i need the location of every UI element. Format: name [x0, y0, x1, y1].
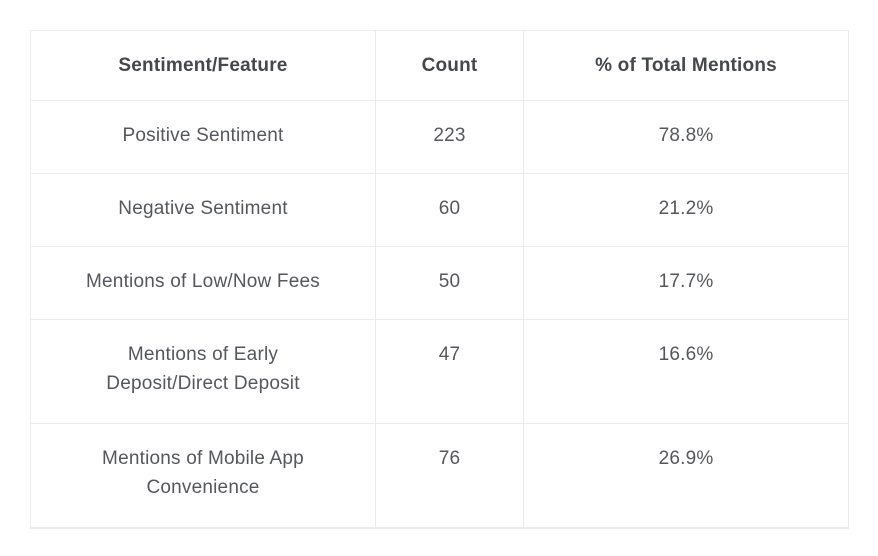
column-header-sentiment-feature: Sentiment/Feature	[30, 30, 376, 101]
percent-cell: 17.7%	[523, 246, 849, 320]
table-row-mobile-app-convenience: Mentions of Mobile App Convenience 76 26…	[30, 423, 849, 528]
table-row-early-deposit: Mentions of Early Deposit/Direct Deposit…	[30, 319, 849, 424]
table-row-positive-sentiment: Positive Sentiment 223 78.8%	[30, 100, 849, 174]
feature-cell: Mentions of Mobile App Convenience	[30, 423, 376, 528]
table-row-low-now-fees: Mentions of Low/Now Fees 50 17.7%	[30, 246, 849, 320]
percent-cell: 78.8%	[523, 100, 849, 174]
table-header-row: Sentiment/Feature Count % of Total Menti…	[30, 30, 849, 101]
percent-cell: 21.2%	[523, 173, 849, 247]
table-row-negative-sentiment: Negative Sentiment 60 21.2%	[30, 173, 849, 247]
percent-cell: 26.9%	[523, 423, 849, 528]
count-cell: 50	[375, 246, 524, 320]
percent-cell: 16.6%	[523, 319, 849, 424]
count-cell: 76	[375, 423, 524, 528]
count-cell: 223	[375, 100, 524, 174]
column-header-percent-total-mentions: % of Total Mentions	[523, 30, 849, 101]
column-header-count: Count	[375, 30, 524, 101]
sentiment-feature-table: Sentiment/Feature Count % of Total Menti…	[30, 30, 849, 529]
count-cell: 60	[375, 173, 524, 247]
feature-cell: Positive Sentiment	[30, 100, 376, 174]
feature-cell: Mentions of Early Deposit/Direct Deposit	[30, 319, 376, 424]
feature-cell: Mentions of Low/Now Fees	[30, 246, 376, 320]
feature-cell: Negative Sentiment	[30, 173, 376, 247]
count-cell: 47	[375, 319, 524, 424]
